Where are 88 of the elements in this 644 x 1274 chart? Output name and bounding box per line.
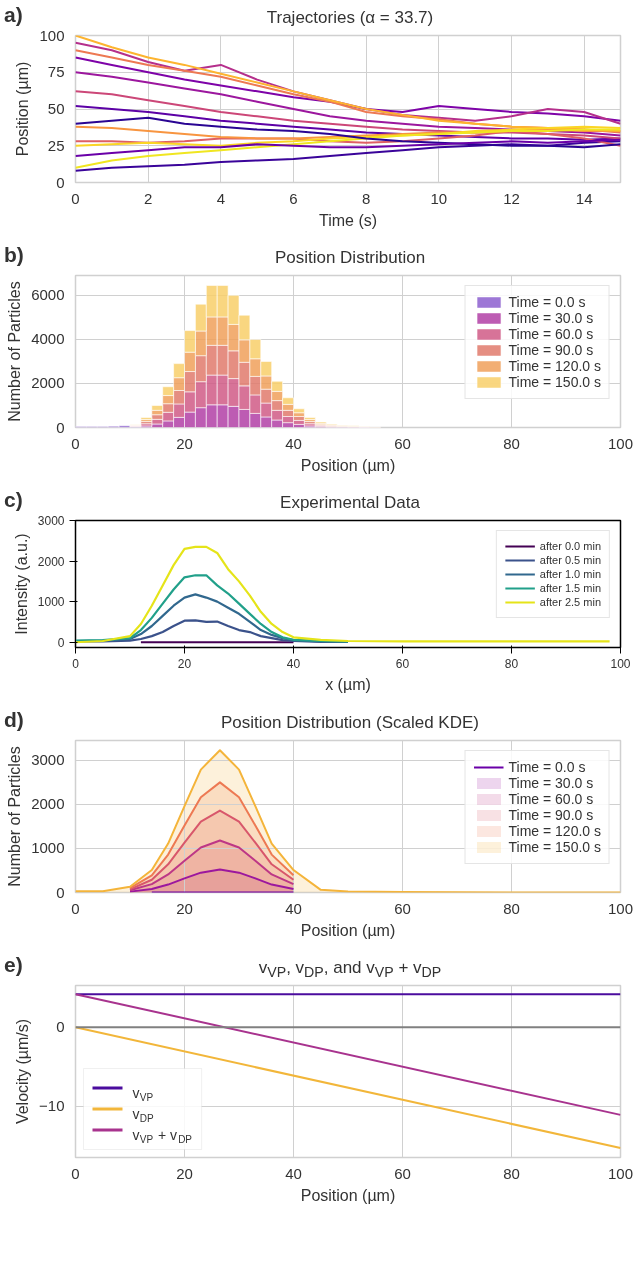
y-axis-title: Velocity (µm/s) <box>14 1018 32 1125</box>
x-tick-label: 10 <box>430 189 448 207</box>
y-tick-label: 1000 <box>31 839 65 857</box>
y-tick-label: 75 <box>47 63 65 81</box>
x-axis-title: Position (µm) <box>300 921 396 939</box>
x-tick-label: 40 <box>286 656 301 671</box>
x-tick-label: 60 <box>395 656 410 671</box>
y-axis-title: Intensity (a.u.) <box>12 533 30 635</box>
y-tick-label: 0 <box>56 418 65 436</box>
chart-title: v$_{VP}$, v$_{DP}$, and v$_{VP}$ + v$_{DP}$ <box>257 957 443 983</box>
x-axis-title: x (µm) <box>325 675 371 693</box>
legend-label: after 0.0 min <box>539 540 601 552</box>
y-tick-label: 0 <box>56 1018 65 1036</box>
y-tick-label: 2000 <box>31 374 65 392</box>
legend-label: Time = 30.0 s <box>508 775 594 791</box>
x-tick-label: 60 <box>394 899 411 917</box>
chart-title: Trajectories (α = 33.7) <box>266 8 434 27</box>
legend-label: Time = 0.0 s <box>508 759 586 775</box>
x-tick-label: 8 <box>362 189 371 207</box>
x-tick-label: 0 <box>71 899 80 917</box>
y-tick-label: 3000 <box>37 514 65 528</box>
x-tick-label: 0 <box>71 434 80 452</box>
x-tick-label: 60 <box>394 434 411 452</box>
legend-label: Time = 0.0 s <box>508 294 586 310</box>
y-tick-label: 6000 <box>31 286 65 304</box>
y-axis-title: Position (µm) <box>14 61 32 157</box>
y-tick-label: 2000 <box>31 795 65 813</box>
x-tick-label: 100 <box>610 656 631 671</box>
x-axis-title: Position (µm) <box>300 456 396 474</box>
x-tick-label: 20 <box>176 899 193 917</box>
text: b) <box>4 242 24 268</box>
chart-title: Experimental Data <box>279 492 421 514</box>
chart-title: Position Distribution <box>273 247 427 269</box>
x-tick-label: 100 <box>607 899 634 917</box>
y-axis-title: Number of Particles <box>6 281 24 422</box>
x-tick-label: 100 <box>607 434 634 452</box>
y-tick-label: 4000 <box>31 330 65 348</box>
y-tick-label: −10 <box>39 1097 65 1115</box>
legend-label: Time = 90.0 s <box>508 807 594 823</box>
x-tick-label: 80 <box>504 656 519 671</box>
y-tick-label: 0 <box>56 883 65 901</box>
y-tick-label: 25 <box>47 136 65 154</box>
x-tick-label: 20 <box>176 1164 193 1182</box>
x-axis-title: Position (µm) <box>300 1186 396 1204</box>
y-tick-label: 50 <box>47 100 65 117</box>
x-tick-label: 80 <box>503 899 520 917</box>
y-tick-label: 0 <box>57 635 65 650</box>
y-axis-title: Number of Particles <box>6 746 24 887</box>
y-tick-label: 100 <box>39 26 65 44</box>
legend-label: Time = 120.0 s <box>508 358 601 374</box>
legend-label: Time = 150.0 s <box>508 839 601 855</box>
x-tick-label: 20 <box>176 434 193 452</box>
x-tick-label: 4 <box>216 189 226 207</box>
x-tick-label: 0 <box>71 1164 80 1182</box>
legend-label: Time = 60.0 s <box>508 791 594 807</box>
text: d) <box>4 707 24 733</box>
x-tick-label: 100 <box>607 1164 634 1182</box>
chart-title: Position Distribution (Scaled KDE) <box>220 712 480 734</box>
x-tick-label: 80 <box>503 1164 520 1182</box>
x-tick-label: 2 <box>144 189 153 207</box>
text: c) <box>4 487 23 513</box>
x-tick-label: 12 <box>503 189 520 207</box>
y-tick-label: 0 <box>56 173 65 191</box>
legend-label: after 0.5 min <box>539 554 601 566</box>
x-tick-label: 60 <box>394 1164 411 1182</box>
x-tick-label: 0 <box>71 189 80 207</box>
legend-label: Time = 30.0 s <box>508 310 594 326</box>
x-tick-label: 14 <box>575 189 593 207</box>
y-tick-label: 1000 <box>37 595 65 610</box>
legend-label: Time = 120.0 s <box>508 823 601 839</box>
x-tick-label: 6 <box>289 189 298 207</box>
legend-label: after 1.5 min <box>539 582 601 594</box>
legend-label: Time = 150.0 s <box>508 374 601 390</box>
y-tick-label: 2000 <box>37 554 65 569</box>
legend-label: after 2.5 min <box>539 596 601 608</box>
legend-label: Time = 60.0 s <box>508 326 594 342</box>
x-tick-label: 40 <box>285 1164 302 1182</box>
x-tick-label: 0 <box>72 656 80 671</box>
y-tick-label: 3000 <box>31 751 65 769</box>
x-tick-label: 20 <box>177 656 192 671</box>
x-tick-label: 40 <box>285 434 302 452</box>
x-tick-label: 80 <box>503 434 520 452</box>
legend-label: Time = 90.0 s <box>508 342 594 358</box>
text: a) <box>4 2 23 28</box>
x-tick-label: 40 <box>285 899 302 917</box>
legend-label: after 1.0 min <box>539 568 601 580</box>
x-axis-title: Time (s) <box>318 211 378 229</box>
text: e) <box>4 952 23 978</box>
